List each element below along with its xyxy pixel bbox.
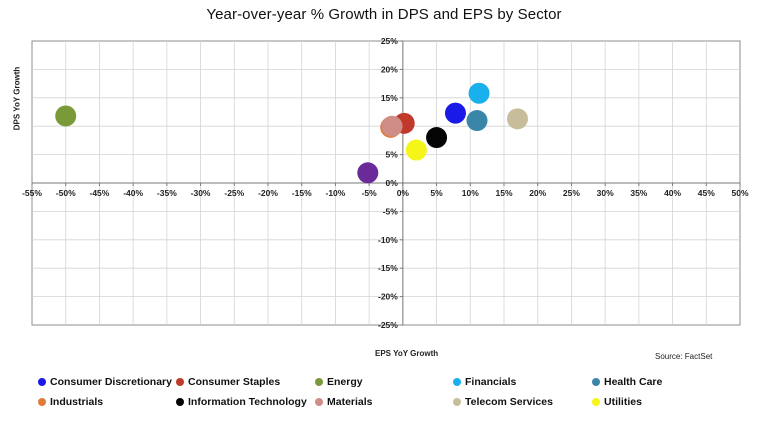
legend-marker bbox=[315, 378, 323, 386]
legend-label: Health Care bbox=[604, 376, 663, 388]
source-note: Source: FactSet bbox=[655, 352, 713, 361]
y-tick-label: -25% bbox=[378, 320, 398, 330]
legend-marker bbox=[592, 378, 600, 386]
x-tick-label: -50% bbox=[56, 188, 76, 198]
x-tick-label: 15% bbox=[495, 188, 512, 198]
x-tick-label: -10% bbox=[326, 188, 346, 198]
y-axis-label: DPS YoY Growth bbox=[12, 66, 22, 131]
legend-label: Consumer Discretionary bbox=[50, 376, 172, 388]
x-tick-label: -15% bbox=[292, 188, 312, 198]
legend-marker bbox=[176, 398, 184, 406]
y-tick-label: -10% bbox=[378, 235, 398, 245]
legend-item-health-care: Health Care bbox=[592, 376, 662, 388]
legend-marker bbox=[176, 378, 184, 386]
y-tick-label: 5% bbox=[386, 150, 399, 160]
point-health-care bbox=[466, 110, 488, 132]
y-tick-label: 0% bbox=[386, 178, 399, 188]
x-tick-label: 50% bbox=[731, 188, 748, 198]
legend-item-energy: Energy bbox=[315, 376, 363, 388]
legend-marker bbox=[453, 378, 461, 386]
x-tick-label: 35% bbox=[630, 188, 647, 198]
chart-title: Year-over-year % Growth in DPS and EPS b… bbox=[206, 6, 562, 23]
legend-item-industrials: Industrials bbox=[38, 396, 103, 408]
y-tick-label: 25% bbox=[381, 36, 398, 46]
x-tick-label: 10% bbox=[462, 188, 479, 198]
y-tick-label: 20% bbox=[381, 64, 398, 74]
legend-item-telecom-services: Telecom Services bbox=[453, 396, 553, 408]
legend-marker bbox=[315, 398, 323, 406]
x-tick-label: -25% bbox=[224, 188, 244, 198]
x-tick-label: -35% bbox=[157, 188, 177, 198]
legend-item-utilities: Utilities bbox=[592, 396, 642, 408]
legend-label: Information Technology bbox=[188, 396, 307, 408]
point-financials bbox=[468, 82, 490, 104]
legend-label: Utilities bbox=[604, 396, 642, 408]
legend-label: Consumer Staples bbox=[188, 376, 281, 388]
x-tick-label: 30% bbox=[597, 188, 614, 198]
x-tick-label: 5% bbox=[430, 188, 443, 198]
point-unlabeled bbox=[357, 162, 379, 184]
legend-label: Materials bbox=[327, 396, 373, 408]
point-materials bbox=[381, 115, 403, 137]
y-tick-label: 15% bbox=[381, 93, 398, 103]
x-tick-label: 20% bbox=[529, 188, 546, 198]
data-points bbox=[55, 82, 528, 184]
axes bbox=[31, 40, 741, 326]
legend-label: Financials bbox=[465, 376, 517, 388]
x-tick-label: 25% bbox=[563, 188, 580, 198]
point-information-technology bbox=[426, 127, 448, 149]
legend-label: Industrials bbox=[50, 396, 104, 408]
legend-item-consumer-discretionary: Consumer Discretionary bbox=[38, 376, 172, 388]
x-tick-label: -30% bbox=[191, 188, 211, 198]
point-consumer-discretionary bbox=[444, 102, 466, 124]
x-tick-label: -55% bbox=[22, 188, 42, 198]
y-tick-label: -20% bbox=[378, 292, 398, 302]
y-tick-label: -15% bbox=[378, 263, 398, 273]
x-tick-label: 0% bbox=[397, 188, 410, 198]
point-telecom-services bbox=[506, 108, 528, 130]
point-utilities bbox=[405, 139, 427, 161]
legend-item-information-technology: Information Technology bbox=[176, 396, 307, 408]
point-energy bbox=[55, 105, 77, 127]
legend-marker bbox=[38, 398, 46, 406]
x-axis-label: EPS YoY Growth bbox=[375, 349, 439, 358]
x-tick-label: -5% bbox=[362, 188, 378, 198]
legend-item-financials: Financials bbox=[453, 376, 516, 388]
x-tick-labels: -55% -50% -45% -40% -35% -30% -25% -20% -15% -10%… bbox=[22, 188, 749, 198]
legend-marker bbox=[453, 398, 461, 406]
legend-marker bbox=[38, 378, 46, 386]
x-tick-label: -45% bbox=[90, 188, 110, 198]
legend-label: Telecom Services bbox=[465, 396, 553, 408]
legend-marker bbox=[592, 398, 600, 406]
legend-item-consumer-staples: Consumer Staples bbox=[176, 376, 280, 388]
legend-item-materials: Materials bbox=[315, 396, 373, 408]
x-tick-label: 45% bbox=[698, 188, 715, 198]
legend-label: Energy bbox=[327, 376, 363, 388]
y-tick-label: -5% bbox=[383, 206, 399, 216]
x-tick-label: 40% bbox=[664, 188, 681, 198]
x-tick-label: -20% bbox=[258, 188, 278, 198]
x-tick-label: -40% bbox=[123, 188, 143, 198]
